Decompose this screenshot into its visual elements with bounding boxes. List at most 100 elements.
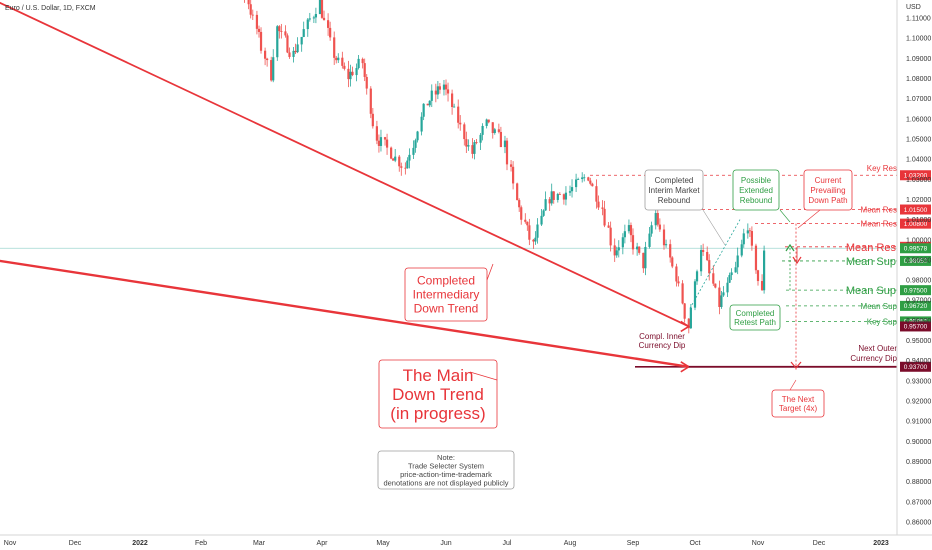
candle-body bbox=[286, 35, 289, 53]
candle-body bbox=[503, 140, 507, 148]
candle-body bbox=[656, 213, 659, 225]
candle-body bbox=[394, 156, 397, 161]
extended-callout-line: Rebound bbox=[740, 196, 772, 205]
candle-body bbox=[459, 122, 462, 125]
candle-body bbox=[428, 100, 431, 106]
candle-body bbox=[562, 194, 566, 200]
level-label: Key Res bbox=[867, 164, 897, 173]
candle-body bbox=[740, 244, 743, 256]
candle-body bbox=[272, 57, 275, 81]
intermediary-callout-box bbox=[404, 267, 488, 322]
candle-body bbox=[518, 200, 521, 208]
level-label: Mean Sup bbox=[846, 285, 896, 297]
interim-callout-box bbox=[644, 169, 704, 211]
main-trend-callout-line: (in progress) bbox=[390, 404, 485, 423]
current-callout-line: Down Path bbox=[808, 196, 847, 205]
y-tick-label: 0.92000 bbox=[906, 399, 931, 406]
candle-body bbox=[564, 192, 568, 200]
candle-body bbox=[471, 145, 474, 154]
level-price-tag bbox=[900, 300, 931, 311]
candle-body bbox=[675, 266, 678, 282]
candles-layer bbox=[244, 0, 766, 334]
level-price-tag bbox=[900, 316, 931, 327]
candle-body bbox=[730, 272, 733, 276]
candle-body bbox=[412, 147, 415, 155]
candle-body bbox=[420, 116, 423, 132]
x-tick-label: Mar bbox=[253, 540, 266, 547]
x-tick-label: Apr bbox=[317, 540, 329, 547]
candle-body bbox=[400, 166, 403, 168]
retest-callout-line: Retest Path bbox=[734, 318, 776, 327]
y-tick-label: 0.86000 bbox=[906, 520, 931, 527]
extended-callout-box bbox=[732, 169, 780, 211]
x-tick-label: Feb bbox=[195, 540, 207, 547]
candle-body bbox=[662, 229, 666, 246]
candle-body bbox=[544, 199, 547, 211]
candle-body bbox=[473, 142, 476, 154]
candle-body bbox=[520, 207, 523, 220]
y-tick-label: 1.00000 bbox=[906, 237, 931, 244]
candle-body bbox=[467, 145, 470, 147]
x-tick-label: Jul bbox=[503, 540, 512, 547]
candle-body bbox=[408, 154, 411, 161]
y-tick-label: 0.88000 bbox=[906, 479, 931, 486]
candle-body bbox=[365, 76, 368, 89]
candle-body bbox=[754, 245, 758, 271]
candle-body bbox=[351, 71, 354, 76]
candle-body bbox=[355, 68, 358, 76]
candle-body bbox=[726, 282, 729, 293]
extended-callout-line: Possible bbox=[741, 176, 772, 185]
candle-body bbox=[341, 57, 344, 66]
candle-body bbox=[306, 19, 309, 30]
note-callout-line: price-action-time-trademark bbox=[400, 470, 492, 479]
symbol-title: Euro / U.S. Dollar, 1D, FXCM bbox=[5, 5, 96, 12]
y-tick-label: 1.11000 bbox=[906, 16, 931, 23]
x-tick-label: Oct bbox=[690, 540, 701, 547]
candle-body bbox=[426, 103, 429, 106]
y-tick-label: 1.05000 bbox=[906, 136, 931, 143]
intermediary-callout-line: Down Trend bbox=[414, 302, 479, 316]
level-price-tag bbox=[900, 218, 931, 229]
level-label: Currency Dip bbox=[850, 354, 897, 363]
retest-callout-line: Completed bbox=[736, 309, 775, 318]
candle-body bbox=[648, 233, 651, 247]
candle-body bbox=[312, 17, 315, 19]
candle-body bbox=[263, 50, 267, 59]
trend-line bbox=[0, 1, 690, 328]
x-tick-label: May bbox=[376, 540, 390, 547]
candle-body bbox=[669, 244, 672, 258]
candle-body bbox=[392, 158, 395, 161]
candle-body bbox=[570, 187, 574, 192]
candle-body bbox=[404, 167, 407, 169]
y-tick-label: 0.94000 bbox=[906, 358, 931, 365]
candle-body bbox=[465, 139, 468, 147]
y-tick-label: 1.07000 bbox=[906, 96, 931, 103]
candle-body bbox=[497, 129, 500, 132]
candle-body bbox=[693, 281, 697, 308]
note-callout-line: denotations are not displayed publicly bbox=[383, 478, 508, 487]
candle-body bbox=[481, 125, 484, 135]
candle-body bbox=[511, 166, 515, 184]
y-tick-label: 0.98000 bbox=[906, 278, 931, 285]
candle-body bbox=[728, 275, 731, 283]
candle-body bbox=[485, 119, 488, 126]
candle-body bbox=[681, 283, 684, 304]
trend-layer bbox=[0, 1, 897, 373]
candle-body bbox=[343, 65, 346, 69]
current-connector bbox=[797, 209, 821, 229]
main-trend-callout-line: Down Trend bbox=[392, 385, 484, 404]
x-tick-label: Sep bbox=[627, 540, 640, 547]
candle-body bbox=[638, 246, 641, 253]
inner-dip-label: Compl. Inner bbox=[639, 332, 685, 341]
x-tick-label: Aug bbox=[564, 540, 577, 547]
candle-body bbox=[706, 251, 709, 261]
x-tick-label: Jun bbox=[440, 540, 451, 547]
candle-body bbox=[601, 207, 604, 209]
candle-body bbox=[375, 126, 378, 141]
candle-body bbox=[583, 177, 586, 179]
level-price-tag-text: 0.98950 bbox=[904, 258, 928, 265]
candle-body bbox=[650, 225, 653, 234]
